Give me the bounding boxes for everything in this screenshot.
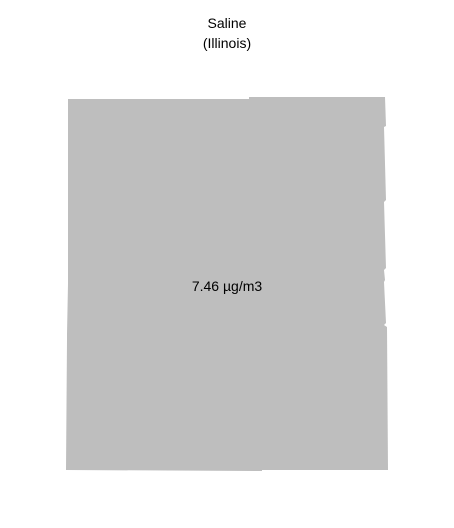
county-name: Saline [207,15,247,31]
county-value-label: 7.46 µg/m3 [192,278,263,294]
county-shape [66,97,388,471]
map-title: Saline (Illinois) [0,13,454,53]
state-name: (Illinois) [202,35,252,51]
